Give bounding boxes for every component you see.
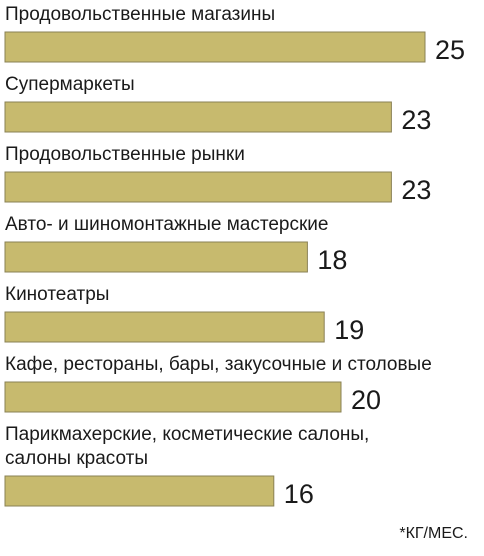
value-label: 18 xyxy=(317,245,347,275)
value-label: 20 xyxy=(351,385,381,415)
bar xyxy=(4,475,275,507)
category-label: Кафе, рестораны, бары, закусочные и стол… xyxy=(5,354,432,375)
category-label: салоны красоты xyxy=(5,448,148,469)
value-label: 19 xyxy=(334,315,364,345)
bar xyxy=(4,101,392,133)
bar xyxy=(4,241,308,273)
bar xyxy=(4,311,325,343)
category-label: Кинотеатры xyxy=(5,284,109,305)
bar xyxy=(4,381,342,413)
category-label: Супермаркеты xyxy=(5,74,135,95)
unit-note: *КГ/МЕС. xyxy=(399,525,468,542)
value-label: 16 xyxy=(284,479,314,509)
category-label: Авто- и шиномонтажные мастерские xyxy=(5,214,328,235)
category-label: Продовольственные рынки xyxy=(5,144,245,165)
value-label: 25 xyxy=(435,35,465,65)
bar xyxy=(4,31,426,63)
category-label: Парикмахерские, косметические салоны, xyxy=(5,424,369,445)
value-label: 23 xyxy=(401,105,431,135)
category-label: Продовольственные магазины xyxy=(5,4,275,25)
value-label: 23 xyxy=(401,175,431,205)
bar xyxy=(4,171,392,203)
